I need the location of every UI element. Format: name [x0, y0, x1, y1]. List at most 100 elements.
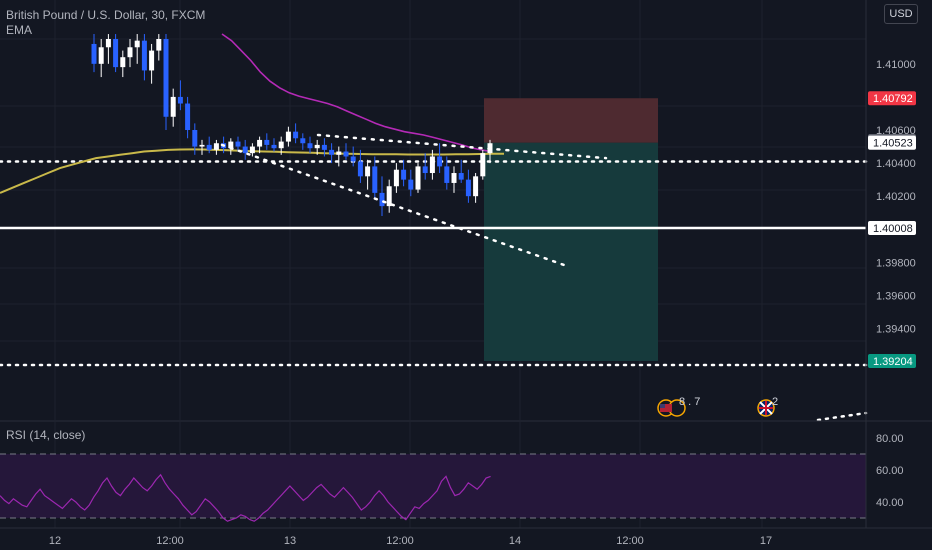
candle-body — [379, 192, 385, 207]
price-badge-label: 1.39204 — [873, 356, 913, 368]
time-tick-label: 14 — [509, 535, 521, 547]
symbol-title[interactable]: British Pound / U.S. Dollar, 30, FXCM — [6, 8, 206, 22]
event-count-label: 8 . 7 — [679, 396, 700, 408]
time-tick-label: 17 — [760, 535, 772, 547]
position-tool[interactable] — [484, 98, 658, 361]
candle-body — [285, 131, 291, 142]
candle-body — [429, 156, 435, 174]
time-tick-label: 12:00 — [386, 535, 414, 547]
candle-body — [343, 151, 349, 157]
event-markers[interactable]: 8 . 7 2 — [657, 396, 778, 417]
candle-body — [149, 50, 155, 71]
price-tick-label: 1.39400 — [876, 324, 916, 336]
candle-body — [329, 149, 335, 155]
event-marker-us-gb: 8 . 7 — [657, 396, 700, 417]
candle-body — [307, 143, 313, 149]
price-tick-label: 1.39800 — [876, 257, 916, 269]
candlestick-series — [91, 34, 493, 217]
candle-body — [422, 166, 428, 174]
candle-body — [134, 40, 140, 48]
horizontal-levels[interactable] — [0, 160, 868, 422]
candle-body — [473, 176, 479, 197]
candle-body — [264, 139, 270, 145]
candle-body — [91, 43, 97, 64]
candle-body — [357, 161, 363, 177]
candle-body — [242, 146, 248, 154]
trendlines[interactable] — [220, 133, 608, 267]
candle-body — [120, 57, 126, 68]
candle-body — [300, 138, 306, 144]
price-badge-label: 1.40523 — [873, 138, 913, 150]
candle-body — [113, 39, 119, 68]
candle-body — [271, 144, 277, 149]
time-tick-label: 13 — [284, 535, 296, 547]
time-axis[interactable]: 12 12:00 13 12:00 14 12:00 17 — [0, 527, 932, 547]
rsi-title[interactable]: RSI (14, close) — [6, 428, 86, 442]
candle-body — [393, 169, 399, 187]
currency-button[interactable]: USD — [884, 4, 918, 24]
candle-body — [163, 39, 169, 117]
event-count-label: 2 — [772, 396, 778, 408]
candle-body — [321, 144, 327, 150]
event-marker-gb: 2 — [757, 396, 778, 417]
price-tick-label: 1.40600 — [876, 125, 916, 137]
candle-body — [365, 166, 371, 177]
candle-body — [408, 179, 414, 190]
price-axis[interactable]: 1.41000 1.40600 1.40400 1.40200 1.39800 1.396… — [865, 0, 916, 528]
candle-body — [105, 39, 111, 48]
candle-body — [127, 47, 133, 58]
ema-lines — [0, 33, 504, 194]
us-flag-canton — [660, 404, 665, 408]
candle-body — [249, 146, 255, 154]
candle-body — [170, 96, 176, 117]
price-tick-label: 1.40200 — [876, 191, 916, 203]
candle-body — [444, 166, 450, 183]
candle-body — [314, 144, 320, 149]
candle-body — [293, 131, 299, 139]
rsi-line — [0, 473, 491, 522]
price-badge-label: 1.40792 — [873, 93, 913, 105]
candle-body — [350, 156, 356, 162]
candle-body — [235, 141, 241, 147]
take-profit-zone — [484, 142, 658, 361]
candle-body — [372, 166, 378, 193]
time-tick-label: 12:00 — [156, 535, 184, 547]
candle-body — [156, 39, 162, 51]
candle-body — [228, 141, 234, 149]
candle-body — [257, 139, 263, 147]
price-tick-label: 1.39600 — [876, 290, 916, 302]
ema-short-line — [221, 33, 491, 153]
dotted-level-line — [816, 411, 868, 422]
candle-body — [177, 96, 183, 104]
price-tick-label: 1.40400 — [876, 158, 916, 170]
us-flag-icon — [660, 404, 672, 412]
trendline-upper — [316, 133, 608, 160]
time-tick-label: 12 — [49, 535, 61, 547]
candle-body — [480, 153, 486, 177]
candle-body — [98, 47, 104, 64]
candle-body — [336, 151, 342, 155]
price-badge — [868, 353, 916, 368]
price-tick-label: 1.41000 — [876, 59, 916, 71]
trendline-lower — [220, 143, 568, 267]
candle-body — [415, 166, 421, 190]
candle-body — [386, 186, 392, 207]
candle-body — [206, 144, 212, 150]
candle-body — [199, 144, 205, 147]
rsi-pane: 80.00 60.00 40.00 — [0, 420, 932, 522]
rsi-tick-label: 60.00 — [876, 465, 904, 477]
ema-indicator-label[interactable]: EMA — [6, 23, 33, 37]
grid-lines — [0, 0, 866, 528]
stop-loss-zone — [484, 98, 658, 143]
time-tick-label: 12:00 — [616, 535, 644, 547]
candle-body — [451, 173, 457, 183]
candle-body — [185, 103, 191, 131]
candle-body — [465, 179, 471, 197]
price-badge-label: 1.40008 — [873, 223, 913, 235]
candle-body — [278, 141, 284, 149]
rsi-tick-label: 80.00 — [876, 433, 904, 445]
candle-body — [437, 156, 443, 167]
price-badge — [868, 220, 916, 235]
price-badge — [868, 135, 916, 150]
